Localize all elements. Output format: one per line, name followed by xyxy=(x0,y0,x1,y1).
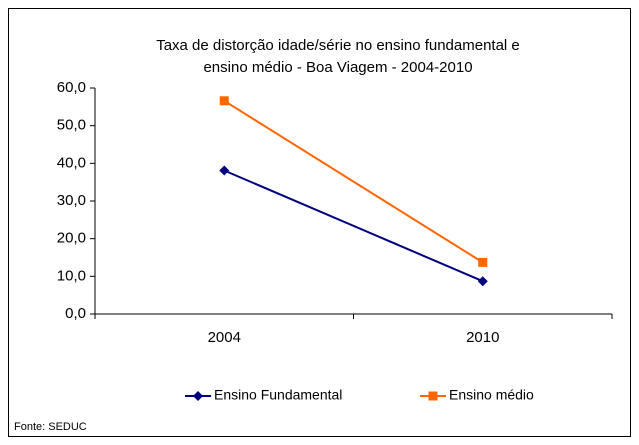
point xyxy=(478,257,488,267)
y-tick-label: 40,0 xyxy=(57,154,86,171)
chart-title: Taxa de distorção idade/série no ensino … xyxy=(156,37,520,54)
series-line xyxy=(223,99,484,264)
y-tick-label: 30,0 xyxy=(57,192,86,209)
chart-title: ensino médio - Boa Viagem - 2004-2010 xyxy=(203,59,472,76)
legend-label: Ensino médio xyxy=(449,387,534,403)
y-tick-label: 10,0 xyxy=(57,267,86,284)
legend-label: Ensino Fundamental xyxy=(214,387,342,403)
point xyxy=(219,96,229,106)
legend-marker xyxy=(428,391,438,401)
x-tick-label: 2004 xyxy=(208,329,241,346)
y-tick-label: 50,0 xyxy=(57,117,86,134)
chart-border xyxy=(8,8,631,437)
series-line xyxy=(223,169,484,283)
point xyxy=(219,165,230,176)
legend-marker xyxy=(193,391,203,401)
y-tick-label: 60,0 xyxy=(57,79,86,96)
y-tick-label: 20,0 xyxy=(57,230,86,247)
x-tick-label: 2010 xyxy=(466,329,499,346)
source: Fonte: SEDUC xyxy=(14,421,87,433)
point xyxy=(477,276,488,287)
y-tick-label: 0,0 xyxy=(65,305,86,322)
